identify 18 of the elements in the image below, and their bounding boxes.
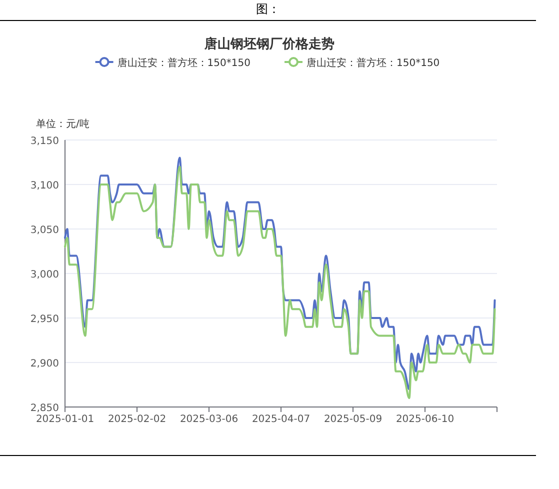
x-tick-label: 2025-06-10: [396, 414, 454, 425]
legend-label: 唐山迁安：普方坯：150*150: [306, 57, 440, 69]
y-tick-label: 3,100: [30, 180, 59, 192]
y-tick-label: 3,150: [30, 136, 59, 147]
legend-label: 唐山迁安：普方坯：150*150: [117, 57, 250, 69]
y-tick-label: 3,050: [30, 225, 59, 236]
y-tick-label: 2,900: [30, 358, 59, 370]
x-tick-label: 2025-04-07: [252, 414, 310, 425]
x-tick-label: 2025-01-01: [36, 414, 94, 425]
x-tick-label: 2025-05-09: [324, 414, 382, 425]
x-tick-label: 2025-03-06: [180, 414, 238, 425]
y-tick-label: 3,000: [30, 270, 59, 280]
x-tick-label: 2025-02-02: [108, 414, 166, 425]
y-tick-label: 2,950: [30, 314, 59, 325]
y-tick-label: 2,850: [30, 403, 59, 414]
text: 图：: [256, 2, 280, 16]
y-axis-title: 单位：元/吨: [36, 118, 90, 130]
chart-title: 唐山钢坯钢厂价格走势: [204, 36, 334, 52]
